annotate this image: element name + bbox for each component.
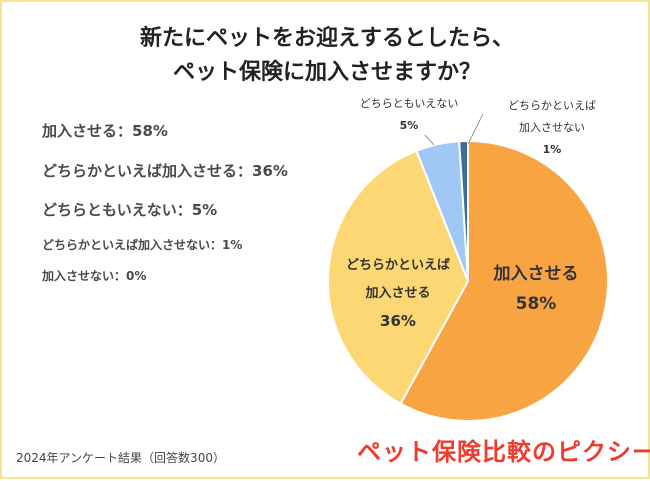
slice-label-rather-not-join-value: 1% — [543, 143, 562, 156]
slice-label-rather-not-join-name-1: どちらかといえば — [508, 99, 596, 112]
slice-label-rather-join-value: 36% — [380, 312, 416, 330]
slice-label-join-name: 加入させる — [493, 264, 579, 284]
legend-entry-rather-not-join: どちらかといえば加入させない：1% — [42, 238, 243, 252]
pie-slices — [327, 139, 609, 422]
slice-label-rather-join-name-2: 加入させる — [364, 286, 430, 301]
survey-footnote: 2024年アンケート結果（回答数300） — [16, 451, 225, 465]
legend-entry-rather-join: どちらかといえば加入させる：36% — [42, 162, 288, 180]
legend-entry-neither: どちらともいえない：5% — [42, 201, 218, 219]
brand-logo-text: ペット保険比較のピクシー — [357, 438, 650, 466]
legend-entry-join: 加入させる：58% — [42, 122, 168, 140]
chart-title-line-1: 新たにペットをお迎えするとしたら、 — [139, 26, 514, 51]
leader-line-rather-not-join — [467, 113, 484, 145]
slice-label-neither-name: どちらともいえない — [360, 97, 459, 110]
chart-title-line-2: ペット保険に加入させますか？ — [172, 60, 481, 85]
slice-label-rather-not-join-name-2: 加入させない — [519, 121, 585, 134]
slice-label-rather-join-name-1: どちらかといえば — [346, 258, 450, 273]
pie-slice-join — [399, 139, 609, 422]
slice-label-neither-value: 5% — [400, 119, 419, 132]
pie-slice-rather-join — [327, 149, 470, 406]
leader-line-neither — [424, 134, 435, 146]
slice-label-join-value: 58% — [516, 294, 557, 314]
legend-entry-not-join: 加入させない：0% — [42, 269, 147, 283]
pie-slice-rather-not-join — [458, 139, 469, 282]
